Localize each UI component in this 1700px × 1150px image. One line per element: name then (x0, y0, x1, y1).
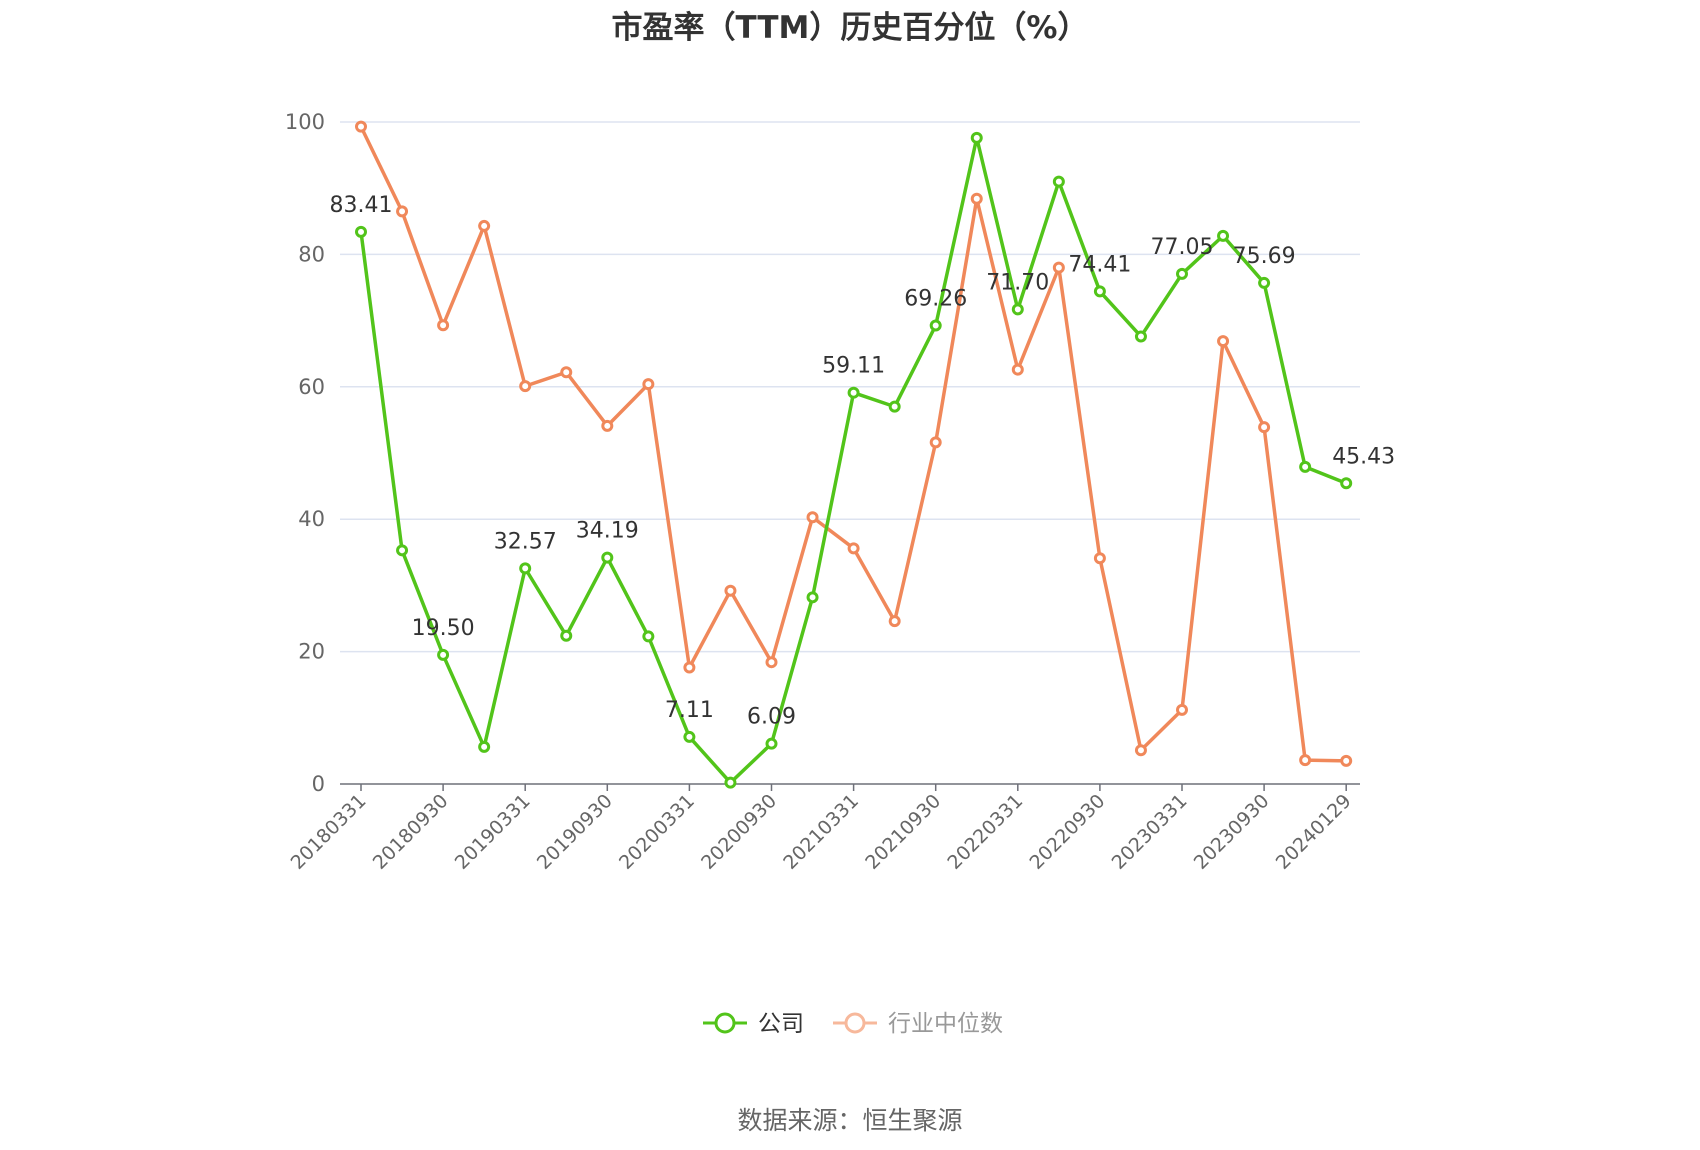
point-industry (765, 656, 778, 669)
point-company (1258, 276, 1271, 289)
data-labels: 83.41 19.50 32.57 34.19 7.11 6.09 59.11 69.26 71… (330, 193, 1396, 730)
y-tick-label: 40 (298, 507, 325, 531)
legend-label-industry: 行业中位数 (888, 1011, 1003, 1037)
x-tick-label: 20200331 (615, 790, 699, 874)
point-industry (519, 380, 532, 393)
point-company (601, 551, 614, 564)
x-tick-label: 20240129 (1272, 790, 1356, 874)
x-tick-label: 20200930 (697, 790, 781, 874)
point-industry (478, 219, 491, 232)
point-industry (1052, 261, 1065, 274)
point-company (437, 648, 450, 661)
x-tick-label: 20220331 (943, 790, 1027, 874)
point-industry (1340, 754, 1353, 767)
point-company (1299, 460, 1312, 473)
legend-marker-industry (844, 1012, 866, 1034)
point-company (478, 740, 491, 753)
x-tick-label: 20190930 (533, 790, 617, 874)
legend-item-industry[interactable]: 行业中位数 (833, 1011, 1003, 1037)
point-industry (1258, 421, 1271, 434)
point-company (765, 737, 778, 750)
data-label: 32.57 (494, 529, 557, 554)
point-company (806, 591, 819, 604)
point-industry (1299, 754, 1312, 767)
x-tick-label: 20220930 (1025, 790, 1109, 874)
legend: 公司 行业中位数 (703, 1011, 1003, 1037)
data-label: 59.11 (822, 354, 885, 379)
data-label: 6.09 (747, 705, 796, 730)
y-tick-label: 20 (298, 640, 325, 664)
point-industry (1176, 703, 1188, 716)
data-label: 19.50 (412, 616, 475, 641)
legend-marker-company (714, 1012, 736, 1034)
point-industry (642, 378, 655, 391)
point-industry (1217, 335, 1230, 348)
point-company (560, 629, 573, 642)
point-company (1176, 267, 1188, 280)
data-label: 34.19 (576, 519, 639, 544)
data-label: 71.70 (986, 270, 1049, 295)
x-tick-label: 20230930 (1190, 790, 1274, 874)
y-tick-label: 60 (298, 375, 325, 399)
data-label: 77.05 (1151, 235, 1214, 260)
chart-title: 市盈率（TTM）历史百分位（%） (612, 10, 1089, 46)
point-industry (437, 319, 450, 332)
y-tick-label: 100 (285, 110, 325, 134)
point-company (1340, 477, 1353, 490)
series-layer (355, 120, 1353, 789)
legend-label-company: 公司 (758, 1011, 804, 1037)
point-industry (1134, 744, 1147, 757)
y-tick-label: 0 (312, 772, 325, 796)
grid (340, 121, 1360, 653)
point-industry (1093, 552, 1106, 565)
point-industry (396, 205, 409, 218)
series-line-industry (359, 125, 1347, 763)
point-company (642, 630, 655, 643)
point-industry (970, 192, 983, 205)
y-tick-label: 80 (298, 242, 325, 266)
point-industry (683, 661, 696, 674)
point-industry (724, 584, 737, 597)
x-tick-label: 20190331 (451, 790, 535, 874)
point-company (1217, 229, 1230, 242)
point-company (1134, 330, 1147, 343)
point-company (355, 225, 367, 238)
point-company (724, 776, 737, 789)
point-company (1093, 285, 1106, 298)
point-industry (560, 366, 573, 379)
point-company (970, 131, 983, 144)
point-company (847, 386, 860, 399)
point-company (683, 730, 696, 743)
data-label: 69.26 (904, 286, 967, 311)
point-company (396, 544, 409, 557)
point-company (1052, 175, 1065, 188)
point-company (929, 319, 942, 332)
point-industry (1011, 363, 1024, 376)
x-tick-label: 20210331 (779, 790, 863, 874)
data-source: 数据来源：恒生聚源 (737, 1106, 962, 1135)
point-industry (929, 436, 942, 449)
point-company (1011, 303, 1024, 316)
axes: 0 20 40 60 80 100 2018033120180930201903312019… (285, 110, 1360, 874)
point-industry (888, 615, 901, 628)
point-company (888, 400, 901, 413)
point-industry (601, 419, 614, 432)
x-tick-label: 20230331 (1108, 790, 1192, 874)
data-label: 75.69 (1233, 244, 1296, 269)
x-tick-label: 20210930 (861, 790, 945, 874)
point-company (519, 562, 532, 575)
data-label: 45.43 (1332, 444, 1395, 469)
data-label: 83.41 (330, 193, 393, 218)
x-tick-label: 20180930 (369, 790, 453, 874)
point-industry (806, 511, 819, 524)
data-label: 7.11 (665, 698, 714, 723)
data-label: 74.41 (1068, 252, 1131, 277)
x-tick-label: 20180331 (287, 790, 371, 874)
point-industry (847, 542, 860, 555)
legend-item-company[interactable]: 公司 (703, 1011, 804, 1037)
point-industry (355, 120, 367, 133)
